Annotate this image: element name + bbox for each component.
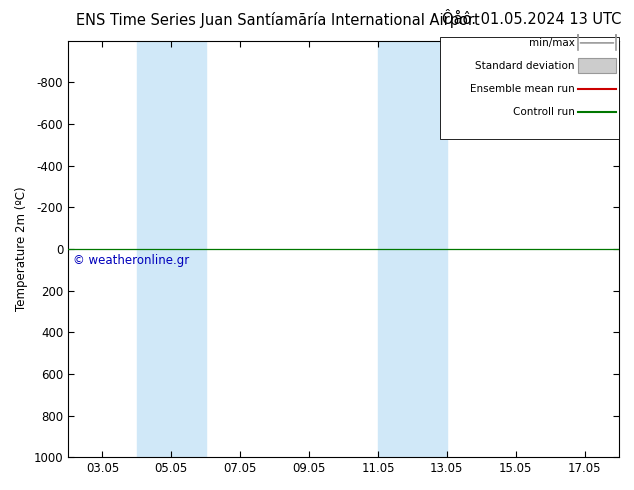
Text: min/max: min/max [529,38,575,48]
Bar [137,41,206,457]
Text: Ensemble mean run: Ensemble mean run [470,84,575,94]
Y-axis label: Temperature 2m (ºC): Temperature 2m (ºC) [15,187,28,311]
Text: Ensemble mean run: Ensemble mean run [470,84,575,94]
FancyBboxPatch shape [440,37,619,139]
Text: Controll run: Controll run [513,107,575,117]
FancyBboxPatch shape [578,58,616,74]
Text: Standard deviation: Standard deviation [476,61,575,71]
FancyBboxPatch shape [578,58,616,74]
Text: © weatheronline.gr: © weatheronline.gr [73,254,190,267]
Text: ENS Time Series Juan Santíamāría International Airport: ENS Time Series Juan Santíamāría Interna… [76,12,480,28]
Text: Controll run: Controll run [513,107,575,117]
Text: Standard deviation: Standard deviation [476,61,575,71]
Text: Ôåô. 01.05.2024 13 UTC: Ôåô. 01.05.2024 13 UTC [442,12,621,27]
Text: min/max: min/max [529,38,575,48]
Bar [378,41,447,457]
